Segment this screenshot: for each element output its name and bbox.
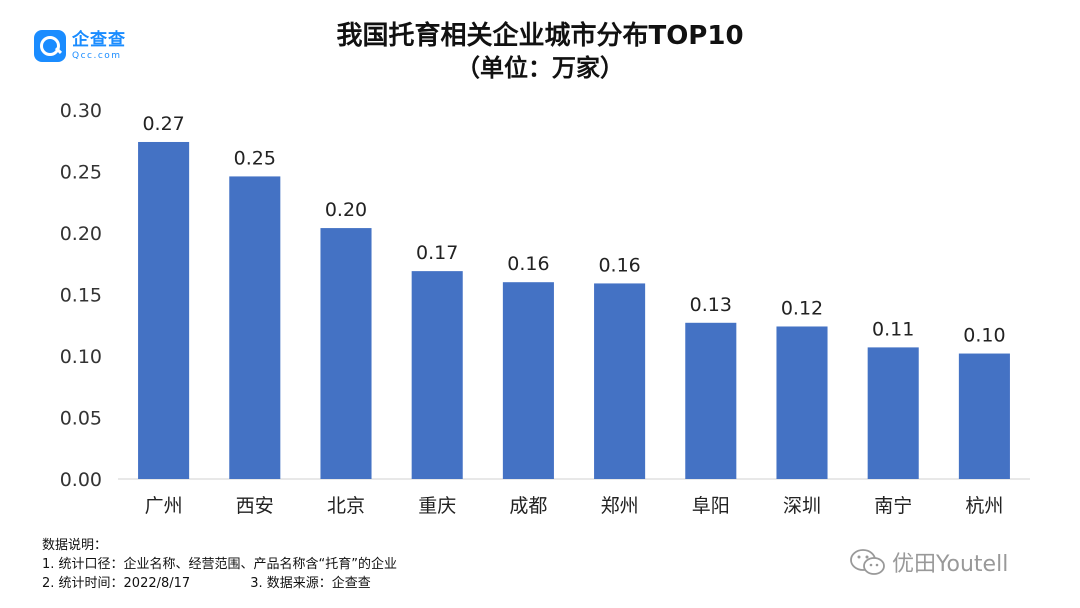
- data-label: 0.16: [507, 253, 549, 275]
- y-tick-label: 0.15: [60, 285, 102, 307]
- x-tick-label: 重庆: [418, 495, 456, 517]
- x-axis: 广州 西安 北京 重庆 成都 郑州 阜阳 深圳 南宁 杭州: [145, 495, 1004, 517]
- y-tick-label: 0.10: [60, 346, 102, 368]
- bar: [958, 353, 1010, 479]
- data-label: 0.13: [690, 294, 732, 316]
- data-label: 0.11: [872, 318, 914, 340]
- x-tick-label: 南宁: [874, 495, 912, 517]
- y-axis: 0.00 0.05 0.10 0.15 0.20 0.25 0.30: [60, 100, 102, 491]
- watermark-text: 优田Youtell: [892, 552, 1009, 577]
- bar: [411, 271, 463, 479]
- bar: [776, 326, 828, 479]
- x-tick-label: 北京: [327, 495, 365, 517]
- x-tick-label: 西安: [236, 495, 274, 517]
- data-notes: 数据说明： 1. 统计口径：企业名称、经营范围、产品名称含“托育”的企业 2. …: [42, 536, 397, 593]
- y-tick-label: 0.25: [60, 162, 102, 184]
- notes-line-1: 1. 统计口径：企业名称、经营范围、产品名称含“托育”的企业: [42, 557, 398, 572]
- notes-heading: 数据说明：: [42, 538, 108, 553]
- x-tick-label: 杭州: [965, 495, 1003, 517]
- bar: [685, 322, 737, 479]
- data-label: 0.16: [598, 254, 640, 276]
- y-tick-label: 0.00: [60, 469, 102, 491]
- data-label: 0.27: [142, 113, 184, 135]
- brand-logo: 企查查 Qcc.com: [34, 26, 126, 66]
- bar: [502, 282, 554, 479]
- data-label: 0.20: [325, 199, 367, 221]
- bar: [320, 228, 372, 479]
- qcc-logo-icon: [34, 30, 66, 62]
- wechat-icon: [850, 549, 885, 575]
- bar: [229, 176, 281, 480]
- brand-name: 企查查: [72, 29, 126, 50]
- x-tick-label: 阜阳: [692, 495, 730, 517]
- y-tick-label: 0.30: [60, 100, 102, 122]
- notes-line-2: 2. 统计时间：2022/8/17: [42, 576, 191, 591]
- data-label: 0.25: [234, 147, 276, 169]
- data-labels: 0.27 0.25 0.20 0.17 0.16 0.16 0.13 0.12 0.11 0.10: [142, 113, 1005, 347]
- x-tick-label: 广州: [145, 495, 183, 517]
- bar: [867, 347, 919, 479]
- brand-url: Qcc.com: [72, 50, 122, 61]
- y-tick-label: 0.20: [60, 223, 102, 245]
- x-tick-label: 深圳: [783, 495, 821, 517]
- bars: [138, 141, 1010, 480]
- chart-title: 我国托育相关企业城市分布TOP10: [336, 21, 744, 51]
- x-tick-label: 成都: [509, 495, 547, 517]
- data-label: 0.17: [416, 242, 458, 264]
- data-label: 0.10: [963, 325, 1005, 347]
- bar: [138, 141, 190, 480]
- notes-line-3: 3. 数据来源：企查查: [250, 576, 371, 591]
- chart-title-block: 我国托育相关企业城市分布TOP10 （单位：万家）: [0, 20, 1080, 84]
- bar: [594, 283, 646, 479]
- watermark: 优田Youtell: [848, 546, 1008, 578]
- y-tick-label: 0.05: [60, 408, 102, 430]
- x-tick-label: 郑州: [601, 495, 639, 517]
- chart-subtitle: （单位：万家）: [456, 54, 624, 82]
- data-label: 0.12: [781, 297, 823, 319]
